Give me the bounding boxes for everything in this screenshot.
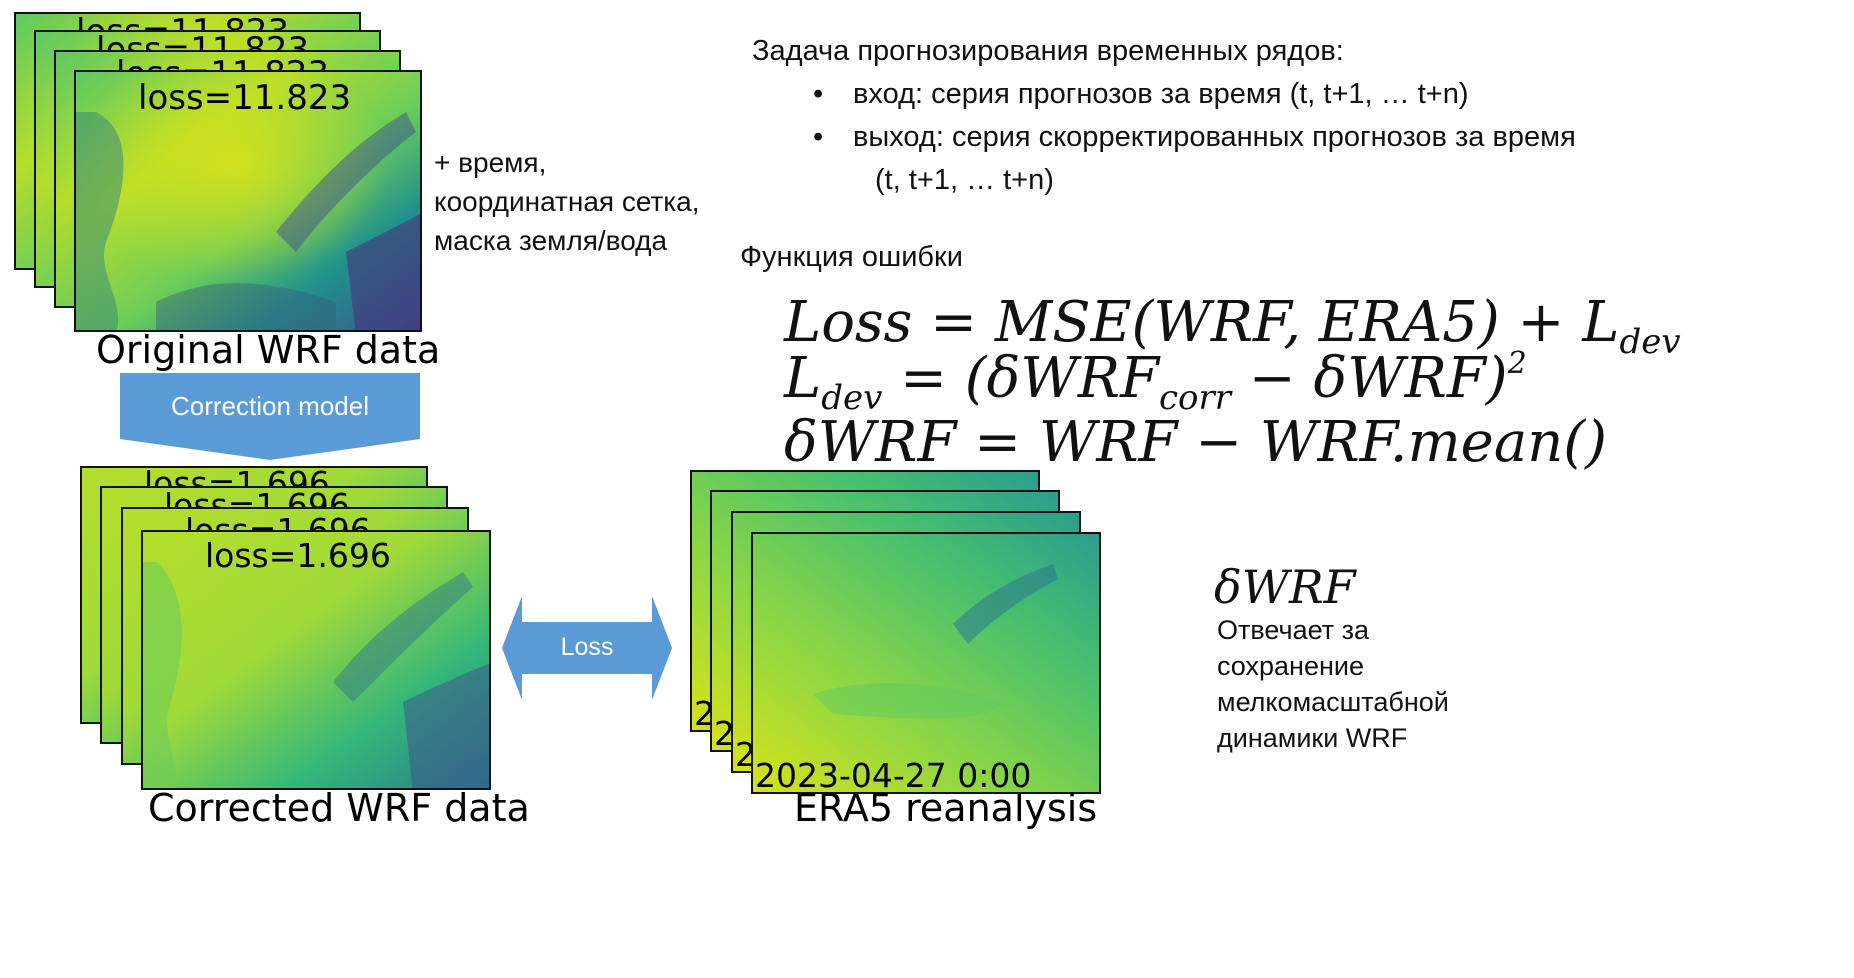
task-title: Задача прогнозирования временных рядов:	[752, 35, 1344, 67]
loss-function-title: Функция ошибки	[740, 241, 963, 273]
ldev-rhs-a: = (δWRF	[882, 346, 1159, 411]
loss-formula-line2: Ldev = (δWRFcorr − δWRF)2	[784, 346, 1527, 418]
double-arrow-shape	[502, 596, 672, 700]
corrected-frame-front: loss=1.696	[141, 530, 491, 790]
era5-map-image	[753, 534, 1099, 792]
corrected-wrf-caption: Corrected WRF data	[148, 786, 530, 830]
task-description: Задача прогнозирования временных рядов: …	[752, 30, 1847, 196]
task-output-line1: выход: серия скорректированных прогнозов…	[853, 121, 1576, 153]
dwrf-note-line: мелкомасштабной	[1217, 687, 1449, 717]
loss-double-arrow: Loss	[502, 596, 672, 700]
era5-date-label: 2023-04-27 0:00	[755, 756, 1032, 794]
ldev-symbol: L	[784, 346, 822, 411]
correction-model-arrow: Correction model	[120, 373, 420, 460]
dwrf-symbol: δWRF	[1214, 560, 1356, 614]
ldev-rhs-b: − δWRF)	[1230, 346, 1508, 411]
extra-input-time: + время,	[434, 147, 547, 178]
original-wrf-caption: Original WRF data	[96, 328, 441, 372]
bullet-icon: •	[813, 121, 824, 153]
loss-formula-sub: dev	[1619, 322, 1681, 362]
bullet-icon: •	[813, 78, 824, 110]
corrected-loss-label: loss=1.696	[205, 536, 391, 575]
dwrf-note: Отвечает за сохранение мелкомасштабной д…	[1217, 612, 1449, 756]
wrf-frame-front: loss=11.823	[74, 70, 422, 332]
dwrf-note-line: сохранение	[1217, 651, 1364, 681]
wrf-loss-label: loss=11.823	[138, 78, 352, 118]
loss-formula-line1: Loss = MSE(WRF, ERA5) + Ldev	[784, 290, 1681, 362]
ldev-power: 2	[1507, 346, 1527, 381]
down-arrow-shape	[120, 373, 420, 460]
loss-arrow-label: Loss	[560, 633, 614, 661]
extra-inputs-note: + время, координатная сетка, маска земля…	[434, 143, 700, 260]
era5-date-label: 2	[714, 714, 735, 752]
task-input: вход: серия прогнозов за время (t, t+1, …	[853, 78, 1469, 110]
era5-frame-front: 2023-04-27 0:00	[751, 532, 1101, 794]
correction-model-label: Correction model	[171, 391, 369, 421]
ldev-corr-sub: corr	[1158, 378, 1231, 418]
task-output-line2: (t, t+1, … t+n)	[875, 164, 1054, 196]
ldev-sub: dev	[821, 378, 883, 418]
dwrf-note-line: Отвечает за	[1217, 615, 1369, 645]
era5-date-label: 2	[694, 694, 715, 732]
extra-input-mask: маска земля/вода	[434, 225, 668, 256]
dwrf-note-line: динамики WRF	[1217, 723, 1408, 753]
extra-input-grid: координатная сетка,	[434, 186, 700, 217]
dwrf-formula: δWRF = WRF − WRF.mean()	[784, 410, 1607, 475]
era5-caption: ERA5 reanalysis	[794, 786, 1098, 830]
era5-date-label: 2	[735, 735, 756, 773]
loss-formula-main: Loss = MSE(WRF, ERA5) + L	[784, 290, 1620, 355]
wrf-map-image	[76, 72, 420, 330]
corrected-map-image	[143, 532, 489, 788]
